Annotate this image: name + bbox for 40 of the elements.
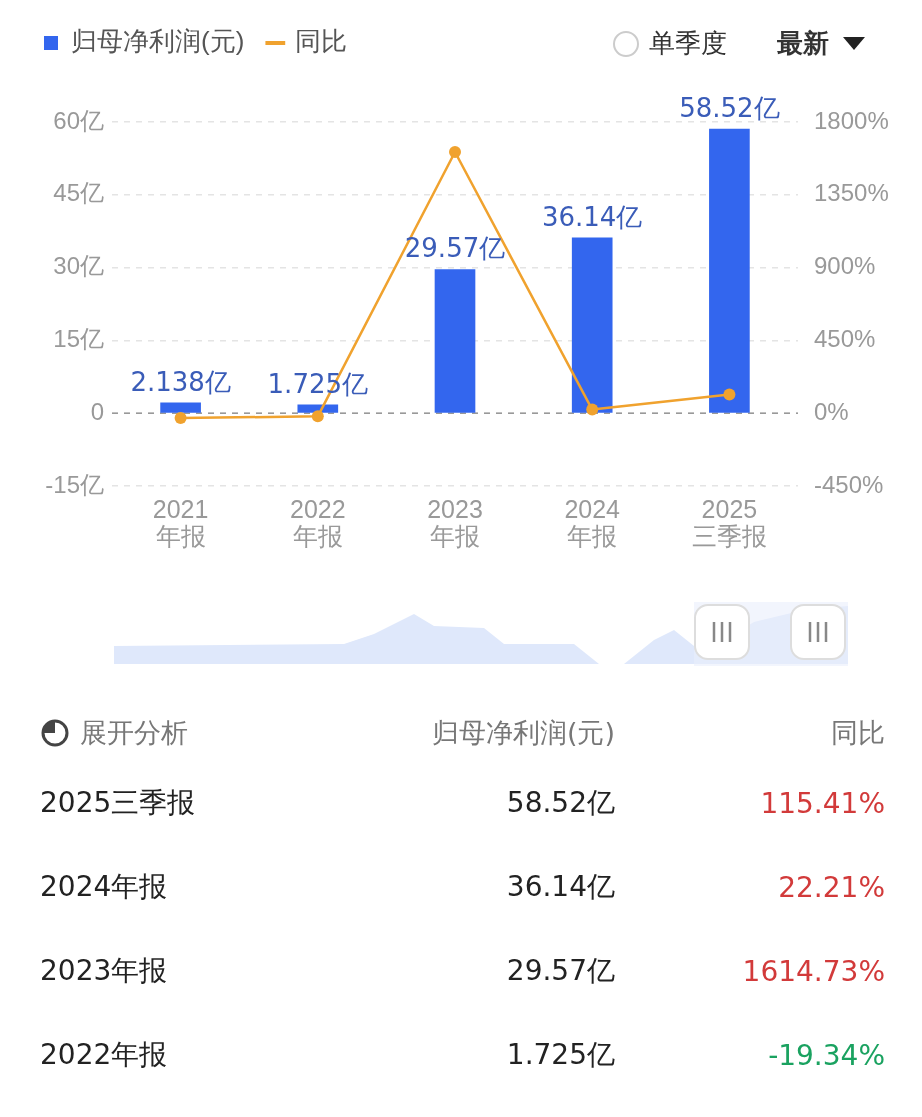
y-tick-label: 30亿: [53, 252, 104, 280]
x-tick-label: 2022年报: [289, 494, 346, 551]
y-tick-label: -15亿: [45, 470, 104, 498]
y-tick-label: 15亿: [53, 325, 104, 353]
x-tick-label: 2025三季报: [691, 494, 767, 551]
data-label: 58.52亿: [679, 92, 780, 123]
category-label: 2025三季报: [40, 786, 196, 819]
text: 同比: [831, 717, 885, 748]
data-label: 2.138亿: [130, 366, 231, 397]
text: 115.41%: [759, 786, 885, 820]
text: 单季度: [649, 27, 727, 60]
category-label: 2024年报: [40, 870, 168, 903]
text: 36.14亿: [506, 870, 615, 903]
text: 展开分析: [80, 716, 188, 750]
text: -19.34%: [767, 1038, 885, 1072]
y-tick-label: 0: [90, 397, 104, 425]
category-label: 2023年报: [40, 954, 168, 987]
text: 22.21%: [777, 870, 885, 904]
y-tick-label: 60亿: [53, 106, 104, 134]
text: 1.725亿: [506, 1038, 615, 1071]
y2-tick-label: 900%: [814, 252, 876, 280]
text: 58.52亿: [506, 786, 615, 819]
text: 1614.73%: [741, 954, 885, 988]
legend-label: 归母净利润(元): [71, 26, 245, 57]
text: 29.57亿: [506, 954, 615, 987]
legend-label: 同比: [295, 26, 348, 57]
x-tick-label: 2021年报: [152, 494, 209, 551]
data-label: 36.14亿: [541, 201, 643, 232]
y2-tick-label: 450%: [814, 325, 876, 353]
x-tick-label: 2023年报: [427, 494, 483, 551]
y2-tick-label: 1800%: [814, 106, 889, 134]
text: 归母净利润(元): [431, 717, 615, 748]
category-label: 2022年报: [40, 1038, 168, 1071]
data-label: 29.57亿: [404, 233, 506, 264]
y2-tick-label: 0%: [814, 397, 849, 425]
y-tick-label: 45亿: [53, 179, 104, 207]
y2-tick-label: 1350%: [814, 179, 889, 207]
text: 最新: [777, 27, 829, 60]
x-tick-label: 2024年报: [564, 494, 621, 551]
y2-tick-label: -450%: [814, 470, 884, 498]
